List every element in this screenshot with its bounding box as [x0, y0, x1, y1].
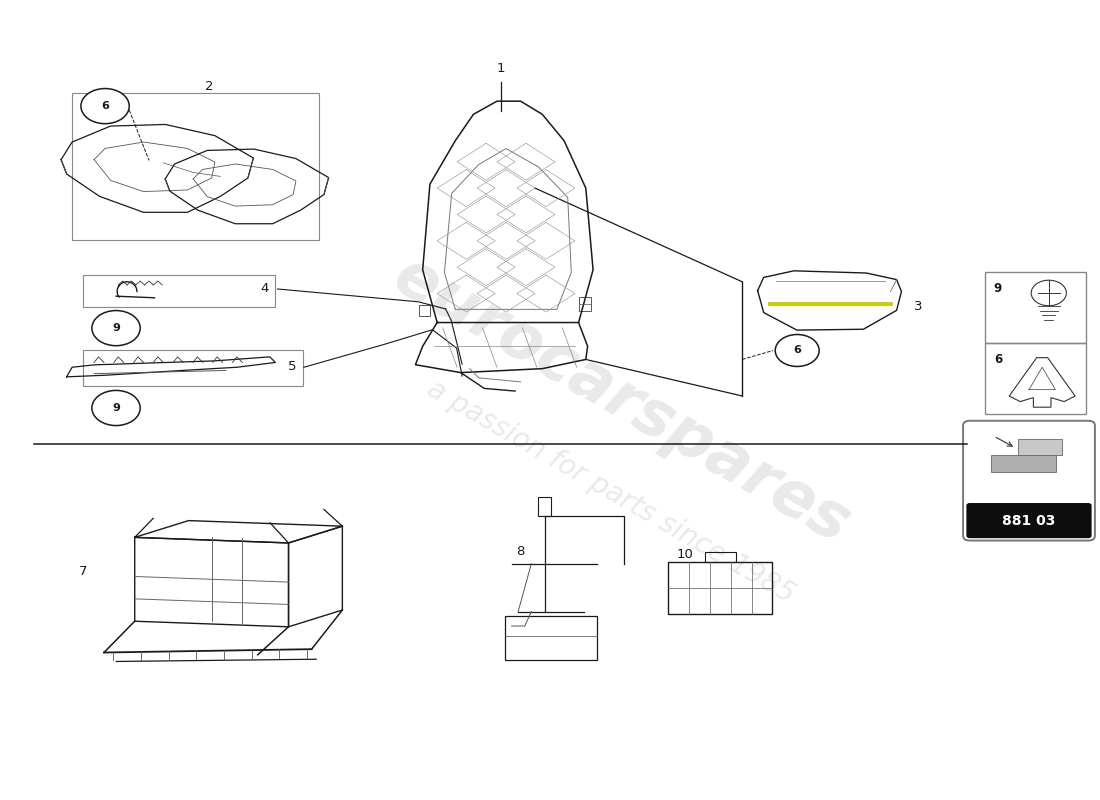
- Text: 6: 6: [993, 353, 1002, 366]
- Bar: [990, 454, 1056, 472]
- Text: 3: 3: [914, 300, 922, 313]
- Text: 8: 8: [516, 546, 525, 558]
- Text: 5: 5: [287, 360, 296, 373]
- Bar: [73, 93, 319, 240]
- Circle shape: [776, 334, 820, 366]
- Bar: [1018, 438, 1062, 454]
- Text: 9: 9: [112, 323, 120, 333]
- Text: 1: 1: [496, 62, 505, 75]
- Text: a passion for parts since 1985: a passion for parts since 1985: [421, 375, 799, 609]
- Bar: [970, 506, 1088, 536]
- Circle shape: [81, 89, 129, 124]
- Bar: [538, 497, 551, 516]
- Text: 881 03: 881 03: [1002, 514, 1056, 527]
- Bar: [986, 272, 1086, 342]
- Bar: [668, 562, 772, 614]
- Text: 10: 10: [676, 548, 694, 561]
- Text: 4: 4: [261, 282, 268, 295]
- Circle shape: [92, 310, 140, 346]
- Text: eurocarspares: eurocarspares: [383, 244, 860, 556]
- Bar: [419, 306, 430, 316]
- Bar: [705, 552, 736, 562]
- Text: 6: 6: [793, 346, 801, 355]
- Text: 2: 2: [206, 80, 213, 93]
- FancyBboxPatch shape: [967, 503, 1091, 538]
- Text: 6: 6: [101, 101, 109, 111]
- Bar: [505, 617, 597, 659]
- Bar: [579, 298, 592, 310]
- Text: 9: 9: [993, 282, 1002, 295]
- Circle shape: [92, 390, 140, 426]
- Bar: [84, 274, 275, 306]
- Text: 9: 9: [112, 403, 120, 413]
- Text: 7: 7: [79, 566, 87, 578]
- Bar: [986, 343, 1086, 414]
- Bar: [84, 350, 302, 386]
